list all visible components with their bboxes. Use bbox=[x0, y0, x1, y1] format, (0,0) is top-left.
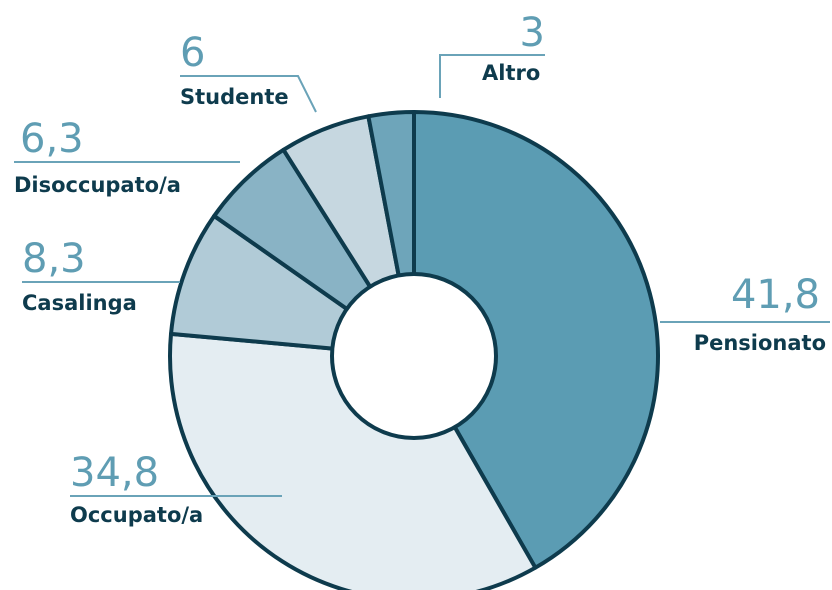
value-label-altro: 3 bbox=[520, 10, 545, 56]
value-label-pensionato: 41,8 bbox=[731, 272, 820, 318]
leader-line-altro bbox=[439, 54, 545, 98]
value-label-disoccupato: 6,3 bbox=[20, 116, 84, 162]
value-label-occupato: 34,8 bbox=[70, 450, 159, 496]
category-label-pensionato: Pensionato bbox=[694, 331, 826, 355]
leader-line-studente bbox=[180, 75, 317, 113]
donut-slice-occupato-a bbox=[168, 331, 538, 590]
donut-hole bbox=[330, 272, 498, 440]
value-label-studente: 6 bbox=[180, 30, 205, 76]
category-label-occupato: Occupato/a bbox=[70, 503, 203, 527]
value-label-casalinga: 8,3 bbox=[22, 236, 86, 282]
category-label-disoccupato: Disoccupato/a bbox=[14, 173, 181, 197]
donut-slice-pensionato bbox=[412, 110, 660, 570]
category-label-casalinga: Casalinga bbox=[22, 291, 137, 315]
category-label-altro: Altro bbox=[482, 61, 540, 85]
category-label-studente: Studente bbox=[180, 85, 289, 109]
